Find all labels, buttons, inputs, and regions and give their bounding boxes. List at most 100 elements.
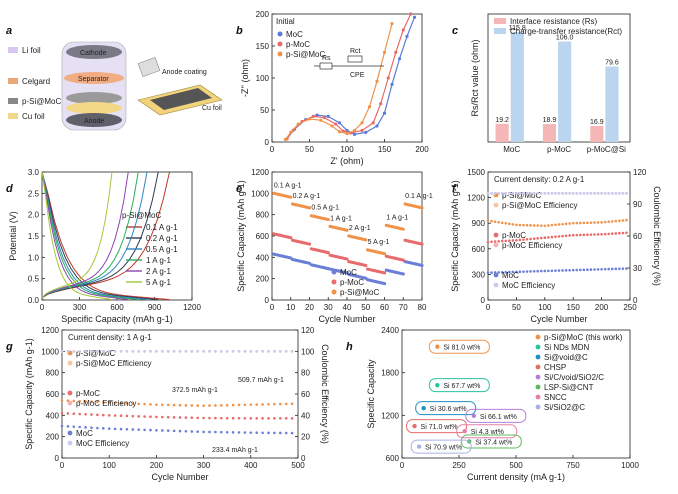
data-point-p-MoC	[279, 417, 282, 420]
x-tick-label: 250	[623, 303, 637, 312]
y2-tick-label: 20	[301, 433, 310, 442]
cu-foil-label: Cu foil	[202, 105, 222, 112]
region-CHSP	[406, 419, 468, 434]
legend-li-foil: Li foil	[22, 46, 41, 55]
data-point-p-Si@MoC	[508, 222, 511, 226]
data-point-MoC	[412, 15, 417, 19]
bar-Charge-transfer resistance(Rct)	[510, 32, 524, 142]
data-point-p-Si@MoC	[161, 403, 164, 407]
data-point-p-Si@MoC	[225, 403, 229, 407]
x-tick-label: 500	[291, 461, 305, 470]
data-point-MoC	[125, 427, 129, 431]
data-point-MoC	[243, 431, 247, 434]
x-tick-label: 0	[270, 145, 275, 154]
data-point-p-Si@MoC	[352, 128, 357, 133]
data-point-MoC Efficiency	[237, 350, 241, 353]
data-point-MoC	[547, 269, 550, 273]
data-point-p-Si@MoC	[178, 403, 182, 407]
data-point-MoC	[166, 429, 170, 432]
y-tick-label: 0.5	[28, 275, 40, 284]
region-LSP-Si@CNT	[460, 434, 522, 449]
data-point-MoC Efficiency	[220, 350, 223, 353]
legend-marker-MoC	[277, 31, 283, 37]
data-point-MoC	[579, 268, 582, 272]
data-point-MoC Efficiency	[184, 350, 188, 353]
legend-marker-p-MoC	[331, 279, 337, 285]
data-point-p-Si@MoC	[208, 404, 211, 407]
data-point-p-MoC	[196, 416, 199, 420]
data-point-MoC	[593, 268, 596, 271]
x-tick-label: 300	[73, 303, 87, 312]
data-point-p-MoC	[382, 271, 387, 275]
legend-label-p-Si@MoC: p-Si@MoC	[502, 191, 541, 200]
data-point-MoC Efficiency	[96, 350, 99, 353]
x-axis-label: Cycle Number	[530, 314, 587, 324]
data-point-p-Si@MoC	[589, 221, 593, 224]
bar-value-label: 115.8	[509, 25, 526, 32]
data-point-MoC Efficiency	[131, 350, 135, 353]
bar-value-label: 106.0	[556, 34, 574, 41]
data-point-p-MoC	[190, 416, 194, 420]
cu-foil-swatch	[8, 113, 18, 119]
y-tick-label: 1200	[41, 326, 59, 335]
legend-marker-Si/C/void/SiO2/C	[535, 374, 541, 380]
data-point-p-MoC	[311, 114, 315, 118]
data-point-MoC Efficiency	[225, 350, 229, 353]
circuit-label-rs: Rs	[322, 55, 331, 62]
data-point-p-MoC	[497, 240, 500, 243]
region-Si/C/void/SiO2/C	[465, 408, 527, 423]
data-point-MoC Efficiency	[621, 192, 625, 195]
data-point-p-MoC	[334, 122, 338, 126]
data-point-MoC Efficiency	[579, 192, 582, 195]
data-point-MoC Efficiency	[143, 350, 146, 353]
y-tick-label: 50	[260, 106, 269, 115]
panel-g-letter: g	[5, 341, 13, 353]
y2-tick-label: 120	[633, 168, 647, 177]
chart-f: 0 50 100 150 200 2500300600900120015000306090…	[450, 168, 662, 324]
data-point-MoC	[571, 268, 575, 272]
data-point-p-Si@MoC	[621, 219, 625, 222]
data-point-MoC	[249, 431, 253, 434]
legend-label-p-Si@MoC: p-Si@MoC	[76, 349, 115, 358]
data-point-MoC Efficiency	[607, 192, 610, 195]
legend-label-p-Si@MoC (this work): p-Si@MoC (this work)	[544, 333, 623, 342]
y-tick-label: 600	[386, 454, 400, 463]
x-axis-label: Cycle Number	[318, 314, 375, 324]
x-tick-label: 0	[60, 461, 65, 470]
data-point-p-MoC	[360, 128, 364, 133]
legend-marker-Si/SiO2@C	[535, 404, 541, 410]
x-tick-label: 70	[399, 303, 408, 312]
data-point-p-Si@MoC	[536, 224, 539, 227]
data-point-p-Si@MoC	[289, 130, 293, 134]
legend-label-p-MoC: p-MoC	[286, 40, 310, 49]
legend-label-p-MoC Efficiency: p-MoC Efficiency	[502, 241, 562, 250]
data-point-p-Si@MoC	[497, 220, 500, 224]
data-point-MoC	[208, 430, 211, 434]
legend-label-MoC Efficiency: MoC Efficiency	[76, 439, 129, 448]
y-tick-label: 150	[256, 42, 270, 51]
data-point-p-Si@MoC	[237, 403, 241, 407]
data-point-p-MoC	[500, 239, 504, 243]
bar-Interface resistance (Rs)	[495, 123, 509, 142]
data-point-p-Si@MoC	[125, 402, 129, 405]
data-point-MoC	[522, 270, 525, 273]
data-point-MoC Efficiency	[554, 192, 557, 195]
data-point-p-MoC	[155, 415, 158, 419]
data-point-MoC	[375, 124, 379, 128]
data-point-p-MoC	[90, 413, 93, 416]
data-point-p-MoC	[486, 240, 490, 244]
rate-label: 0.1 A g-1	[274, 182, 302, 189]
data-point-MoC Efficiency	[522, 192, 525, 195]
data-point-MoC	[178, 429, 182, 433]
data-point-MoC	[600, 267, 603, 271]
data-point-MoC Efficiency	[90, 350, 93, 353]
x-tick-label: 0	[486, 303, 491, 312]
data-point-p-MoC	[96, 413, 99, 417]
data-point-p-Si@MoC	[607, 220, 610, 224]
data-point-MoC Efficiency	[231, 350, 235, 353]
data-point-MoC	[486, 271, 490, 274]
y2-tick-label: 120	[301, 326, 315, 335]
data-point-p-MoC	[143, 415, 146, 418]
legend-marker-p-MoC	[277, 41, 283, 47]
data-point-MoC	[543, 269, 547, 273]
